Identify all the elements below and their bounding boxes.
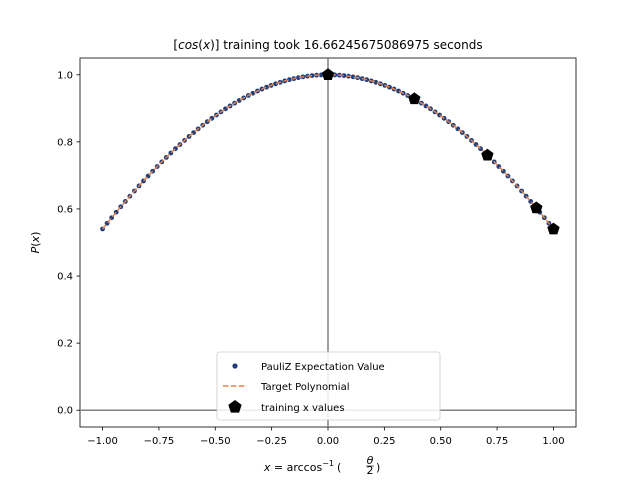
x-tick-label: 1.00	[542, 436, 564, 447]
legend-label: PauliZ Expectation Value	[261, 362, 385, 373]
x-label-func: = arccos	[270, 461, 322, 474]
legend-label: training x values	[261, 403, 345, 414]
y-axis-label: P(x)	[29, 232, 42, 254]
x-label-paren-open: (	[337, 461, 341, 474]
x-tick-label: −0.25	[256, 436, 287, 447]
x-axis-label: x = arccos−1 (θ2)	[263, 454, 380, 477]
legend-label: Target Polynomial	[260, 382, 350, 393]
legend-marker-pauliz	[232, 363, 237, 368]
legend: PauliZ Expectation Value Target Polynomia…	[217, 352, 440, 420]
title-paren-close: )]	[210, 38, 219, 52]
y-axis: 0.0 0.2 0.4 0.6 0.8 1.0	[57, 70, 80, 416]
x-axis: −1.00 −0.75 −0.50 −0.25 0.00 0.25 0.50 0.75 1.00	[87, 427, 564, 447]
training-point	[322, 68, 334, 80]
y-tick-label: 0.8	[57, 137, 73, 148]
training-point	[408, 92, 420, 104]
x-label-text: x = arccos−1	[263, 459, 334, 474]
x-tick-label: 0.25	[373, 436, 395, 447]
series-training	[322, 68, 560, 234]
chart-title: [cos(x)] training took 16.66245675086975…	[173, 38, 482, 52]
x-label-frac-den: 2	[367, 464, 374, 477]
y-tick-label: 0.6	[57, 204, 73, 215]
x-tick-label: −0.50	[200, 436, 231, 447]
y-label-text: P(x)	[29, 232, 42, 254]
title-rest: training took 16.66245675086975 seconds	[219, 38, 482, 52]
y-label-paren-close: )	[29, 232, 42, 236]
title-func: cos	[178, 38, 198, 52]
x-tick-label: 0.00	[317, 436, 339, 447]
x-tick-label: −1.00	[87, 436, 118, 447]
y-tick-label: 0.0	[57, 406, 73, 417]
title-text: [cos(x)] training took 16.66245675086975…	[173, 38, 482, 52]
x-tick-label: 0.50	[430, 436, 452, 447]
y-tick-label: 1.0	[57, 70, 73, 81]
y-tick-label: 0.2	[57, 339, 73, 350]
y-tick-label: 0.4	[57, 272, 73, 283]
x-label-paren-close: )	[376, 461, 380, 474]
x-tick-label: −0.75	[144, 436, 175, 447]
x-label-sup: −1	[322, 459, 334, 468]
x-tick-label: 0.75	[486, 436, 508, 447]
